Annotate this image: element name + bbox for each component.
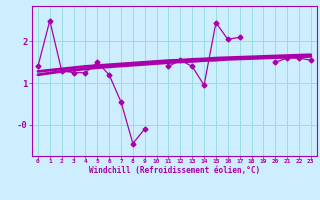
X-axis label: Windchill (Refroidissement éolien,°C): Windchill (Refroidissement éolien,°C) (89, 166, 260, 175)
